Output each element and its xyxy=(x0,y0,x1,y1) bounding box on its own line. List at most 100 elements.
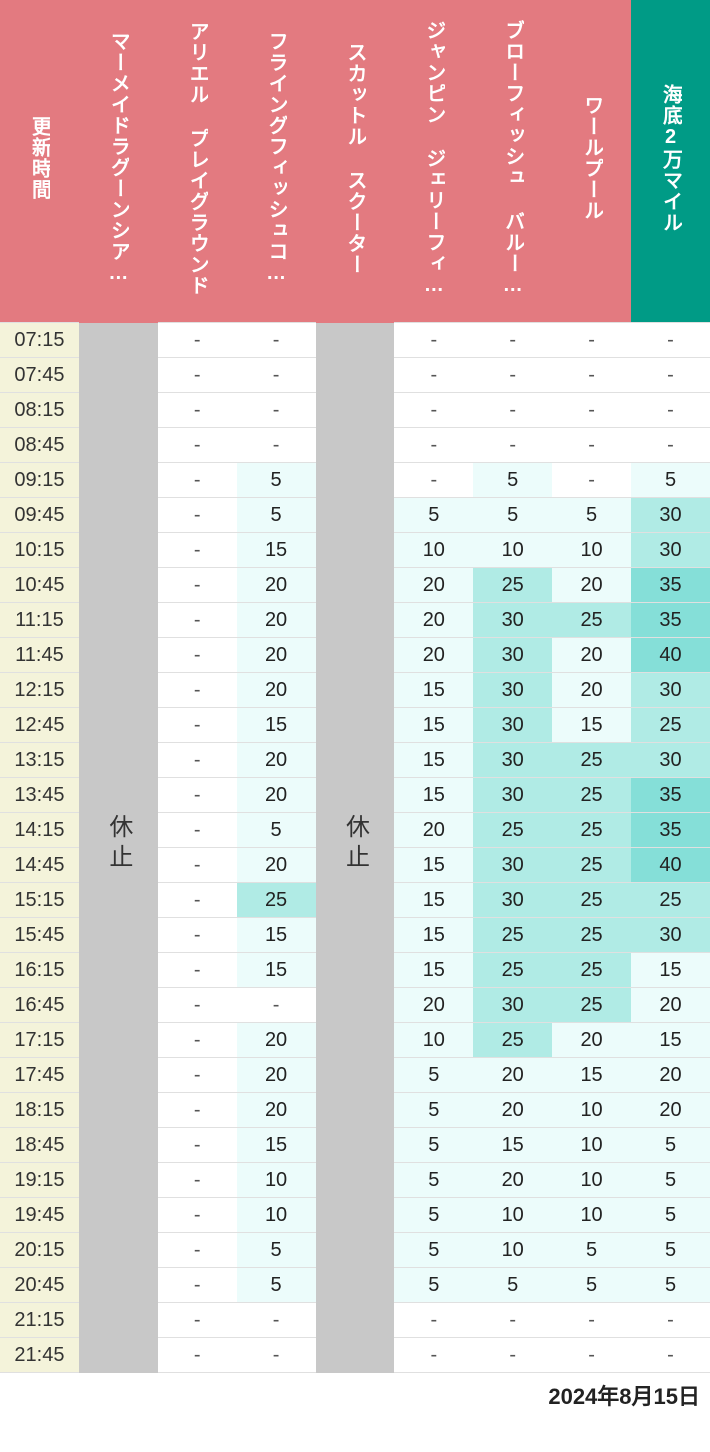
value-cell: 5 xyxy=(394,1268,473,1303)
value-cell: 25 xyxy=(237,883,316,918)
value-cell: 15 xyxy=(394,918,473,953)
value-cell: 5 xyxy=(473,463,552,498)
col-header-time: 更新時間 xyxy=(0,0,79,323)
time-cell: 18:45 xyxy=(0,1128,79,1163)
value-cell: 30 xyxy=(473,848,552,883)
value-cell: 40 xyxy=(631,848,710,883)
time-cell: 13:15 xyxy=(0,743,79,778)
value-cell: - xyxy=(158,1338,237,1373)
value-cell: 10 xyxy=(473,1198,552,1233)
time-cell: 14:15 xyxy=(0,813,79,848)
time-cell: 07:15 xyxy=(0,323,79,358)
value-cell: 15 xyxy=(552,708,631,743)
time-cell: 12:45 xyxy=(0,708,79,743)
value-cell: 30 xyxy=(473,743,552,778)
value-cell: 20 xyxy=(237,778,316,813)
col-header-blow: ブローフィッシュ バルー… xyxy=(473,0,552,323)
value-cell: - xyxy=(631,1303,710,1338)
value-cell: - xyxy=(158,358,237,393)
value-cell: - xyxy=(473,1338,552,1373)
value-cell: - xyxy=(158,883,237,918)
value-cell: - xyxy=(394,323,473,358)
value-cell: - xyxy=(552,428,631,463)
closed-label: 休止 xyxy=(101,814,136,874)
value-cell: - xyxy=(394,1338,473,1373)
value-cell: - xyxy=(158,953,237,988)
value-cell: - xyxy=(158,463,237,498)
value-cell: 5 xyxy=(237,1233,316,1268)
time-cell: 16:45 xyxy=(0,988,79,1023)
value-cell: 10 xyxy=(552,1163,631,1198)
value-cell: - xyxy=(158,848,237,883)
value-cell: 5 xyxy=(237,813,316,848)
value-cell: 5 xyxy=(237,498,316,533)
value-cell: 35 xyxy=(631,778,710,813)
value-cell: - xyxy=(158,1023,237,1058)
col-header-mermaid: マーメイドラグーンシア… xyxy=(79,0,158,323)
value-cell: 25 xyxy=(473,568,552,603)
value-cell: 5 xyxy=(237,463,316,498)
col-header-label: アリエル プレイグラウンド xyxy=(186,10,208,306)
value-cell: 10 xyxy=(394,533,473,568)
value-cell: - xyxy=(158,1303,237,1338)
value-cell: 30 xyxy=(473,638,552,673)
value-cell: 25 xyxy=(552,883,631,918)
value-cell: - xyxy=(158,988,237,1023)
value-cell: 15 xyxy=(394,743,473,778)
time-cell: 20:15 xyxy=(0,1233,79,1268)
value-cell: 20 xyxy=(237,568,316,603)
value-cell: - xyxy=(237,393,316,428)
value-cell: 20 xyxy=(552,568,631,603)
value-cell: 5 xyxy=(394,1093,473,1128)
value-cell: - xyxy=(158,1233,237,1268)
value-cell: 15 xyxy=(237,1128,316,1163)
value-cell: 20 xyxy=(552,1023,631,1058)
value-cell: 5 xyxy=(394,498,473,533)
time-cell: 07:45 xyxy=(0,358,79,393)
value-cell: - xyxy=(631,323,710,358)
value-cell: 15 xyxy=(631,1023,710,1058)
value-cell: - xyxy=(158,673,237,708)
value-cell: 20 xyxy=(631,1058,710,1093)
col-header-scuttle: スカットル スクーター xyxy=(316,0,395,323)
value-cell: 15 xyxy=(394,883,473,918)
value-cell: 25 xyxy=(552,988,631,1023)
value-cell: 10 xyxy=(552,533,631,568)
value-cell: 10 xyxy=(473,533,552,568)
value-cell: 25 xyxy=(552,813,631,848)
time-cell: 21:45 xyxy=(0,1338,79,1373)
value-cell: 25 xyxy=(631,708,710,743)
value-cell: - xyxy=(158,1163,237,1198)
value-cell: - xyxy=(237,1338,316,1373)
value-cell: 25 xyxy=(473,1023,552,1058)
col-header-label: フライングフィッシュコ… xyxy=(265,10,287,306)
time-cell: 10:15 xyxy=(0,533,79,568)
wait-time-table: 更新時間マーメイドラグーンシア… アリエル プレイグラウンド フライングフィッシュコ… xyxy=(0,0,710,1373)
value-cell: 10 xyxy=(237,1163,316,1198)
value-cell: 20 xyxy=(394,603,473,638)
value-cell: 15 xyxy=(237,533,316,568)
date-footer: 2024年8月15日 xyxy=(0,1373,710,1411)
value-cell: 25 xyxy=(552,953,631,988)
value-cell: 30 xyxy=(473,778,552,813)
value-cell: - xyxy=(158,498,237,533)
value-cell: - xyxy=(631,428,710,463)
value-cell: - xyxy=(552,1303,631,1338)
value-cell: 15 xyxy=(631,953,710,988)
value-cell: 10 xyxy=(552,1128,631,1163)
time-cell: 17:45 xyxy=(0,1058,79,1093)
value-cell: - xyxy=(158,1058,237,1093)
value-cell: 5 xyxy=(394,1198,473,1233)
time-cell: 11:45 xyxy=(0,638,79,673)
value-cell: - xyxy=(473,358,552,393)
time-cell: 19:15 xyxy=(0,1163,79,1198)
value-cell: - xyxy=(631,358,710,393)
value-cell: - xyxy=(394,428,473,463)
value-cell: 20 xyxy=(394,638,473,673)
value-cell: - xyxy=(158,1128,237,1163)
value-cell: 5 xyxy=(473,1268,552,1303)
value-cell: 35 xyxy=(631,603,710,638)
value-cell: 30 xyxy=(631,743,710,778)
value-cell: - xyxy=(237,323,316,358)
value-cell: - xyxy=(394,1303,473,1338)
